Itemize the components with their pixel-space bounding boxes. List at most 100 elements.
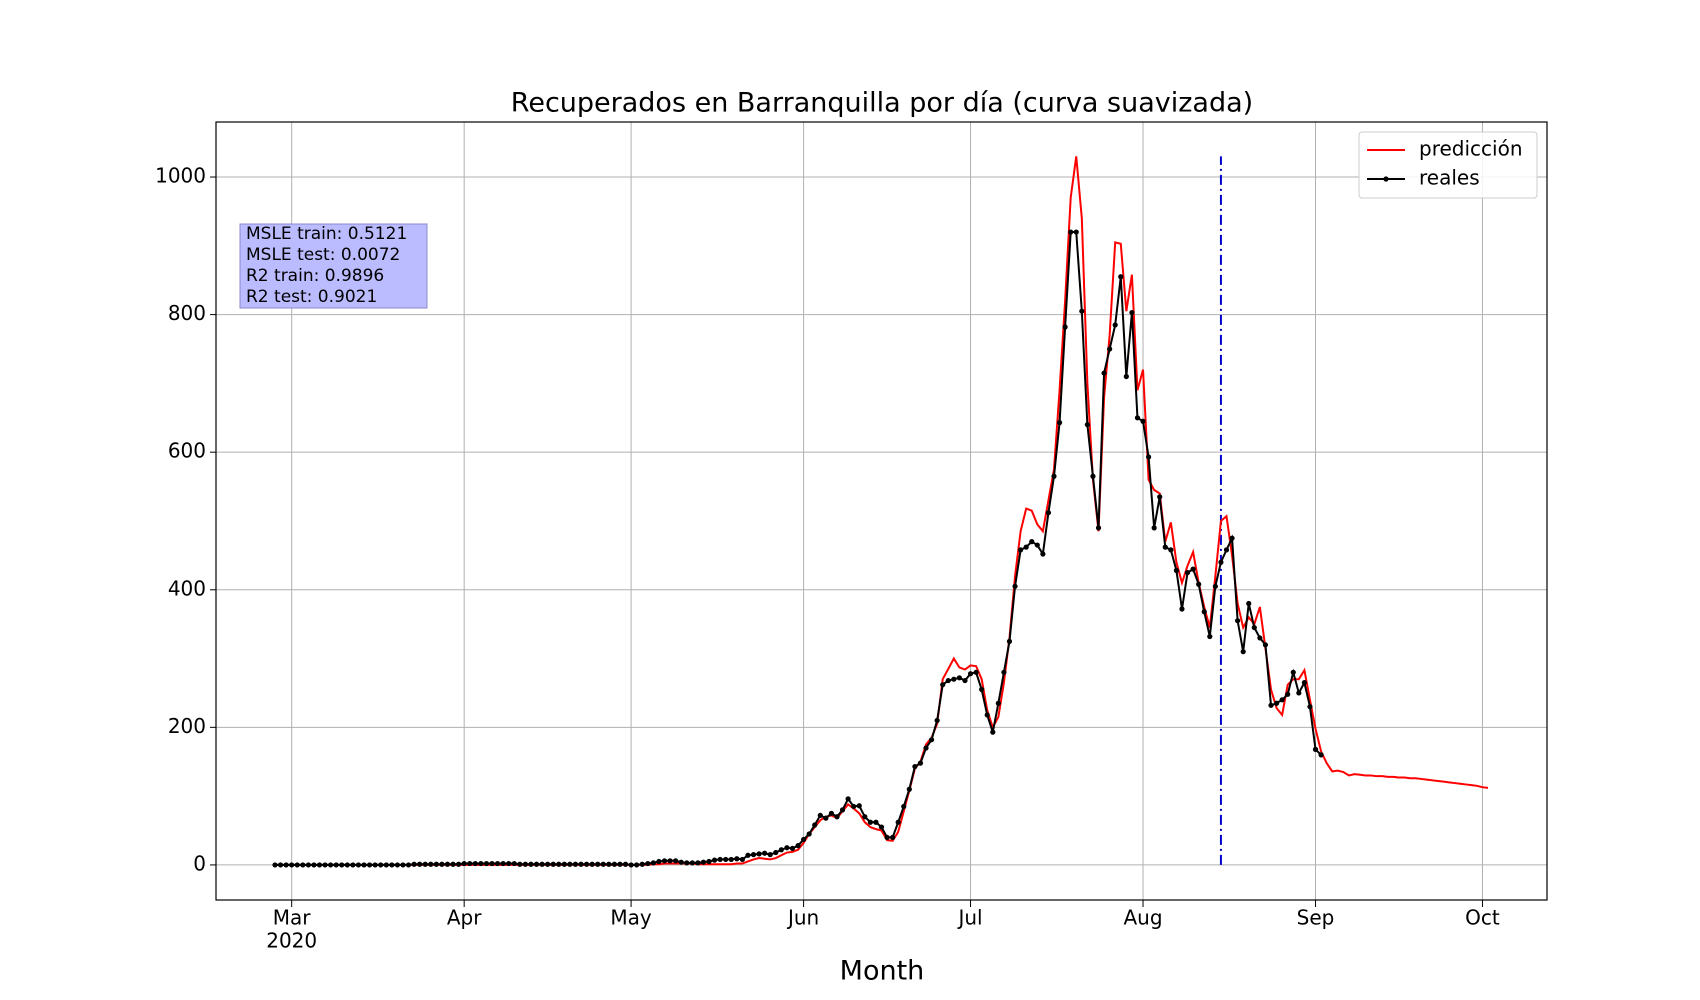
data-point <box>1257 635 1263 641</box>
data-point <box>1140 418 1146 424</box>
metrics-text: MSLE train: 0.5121 <box>246 224 407 244</box>
data-point <box>372 862 378 868</box>
metrics-text: R2 train: 0.9896 <box>246 266 384 286</box>
data-point <box>934 717 940 724</box>
data-point <box>745 852 751 858</box>
data-point <box>561 861 567 867</box>
x-tick-label: Aug <box>1123 906 1162 930</box>
data-point <box>1056 420 1063 426</box>
data-point <box>895 819 901 825</box>
data-point <box>289 862 295 868</box>
data-point <box>467 860 473 867</box>
data-point <box>400 862 406 868</box>
data-point <box>1212 583 1218 589</box>
data-point <box>389 862 395 868</box>
data-point <box>723 856 729 863</box>
data-point <box>1312 746 1319 752</box>
data-point <box>839 807 846 813</box>
x-axis-label: Month <box>840 956 925 987</box>
data-point <box>1246 600 1252 607</box>
data-point <box>873 819 879 825</box>
data-point <box>1290 669 1296 675</box>
data-point <box>784 845 790 851</box>
data-point <box>823 815 829 821</box>
data-point <box>834 814 840 820</box>
y-tick-label: 1000 <box>155 164 206 188</box>
data-point <box>1129 309 1135 316</box>
x-tick-label: Oct <box>1465 906 1500 930</box>
data-point <box>956 675 963 681</box>
data-point <box>511 860 517 867</box>
data-point <box>1001 669 1007 675</box>
data-point <box>984 712 990 718</box>
x-tick-label: Jun <box>786 906 819 930</box>
data-point <box>578 861 584 867</box>
data-point <box>661 858 668 864</box>
data-point <box>884 834 890 841</box>
data-point <box>361 862 367 868</box>
data-point <box>316 862 323 868</box>
data-point <box>355 862 362 868</box>
data-point <box>812 822 818 828</box>
data-point <box>706 858 712 865</box>
data-point <box>344 862 350 868</box>
data-point <box>1068 229 1074 235</box>
legend-label: predicción <box>1419 137 1523 161</box>
data-point <box>1084 422 1090 428</box>
data-point <box>489 860 495 867</box>
data-point <box>606 861 612 867</box>
data-point <box>923 745 929 751</box>
series-line <box>274 156 1489 866</box>
data-point <box>1318 752 1324 758</box>
data-point <box>545 861 551 867</box>
data-point <box>422 861 428 867</box>
data-point <box>1151 525 1157 531</box>
data-point <box>973 669 979 675</box>
data-point <box>739 856 745 863</box>
data-point <box>762 850 768 856</box>
data-point <box>1268 702 1274 708</box>
data-point <box>1157 494 1163 500</box>
x-tick-label: Sep <box>1297 906 1335 930</box>
x-tick-label: Apr <box>447 906 482 930</box>
data-point <box>700 859 707 865</box>
data-point <box>878 824 885 830</box>
data-point <box>912 763 918 770</box>
data-point <box>678 859 684 865</box>
data-point <box>856 803 862 809</box>
data-point <box>667 858 673 864</box>
data-point <box>1034 542 1040 548</box>
data-point <box>439 861 445 867</box>
metrics-text: R2 test: 0.9021 <box>246 287 377 307</box>
data-point <box>366 862 373 868</box>
data-point <box>405 862 412 868</box>
data-point <box>767 851 773 858</box>
data-point <box>1145 454 1152 460</box>
metrics-background <box>239 223 428 309</box>
data-point <box>1101 370 1107 376</box>
data-point <box>1207 633 1213 640</box>
data-point <box>867 819 873 825</box>
data-point <box>428 861 434 867</box>
data-point <box>622 861 629 867</box>
y-tick-label: 600 <box>168 439 206 463</box>
data-point <box>1012 583 1018 589</box>
legend-label: reales <box>1419 166 1480 190</box>
data-point <box>1018 547 1024 553</box>
data-point <box>583 861 590 867</box>
data-point <box>789 845 796 852</box>
y-tick-label: 0 <box>193 851 206 875</box>
data-point <box>1251 624 1257 631</box>
data-point <box>995 700 1001 706</box>
data-point <box>806 831 812 837</box>
data-point <box>990 729 996 735</box>
data-point <box>1134 415 1141 421</box>
data-point <box>673 858 679 864</box>
data-point <box>967 671 974 677</box>
data-point <box>456 861 462 867</box>
data-point <box>1223 547 1230 553</box>
data-point <box>851 803 857 810</box>
data-point <box>478 860 484 867</box>
data-point <box>906 786 912 792</box>
data-point <box>272 862 278 868</box>
